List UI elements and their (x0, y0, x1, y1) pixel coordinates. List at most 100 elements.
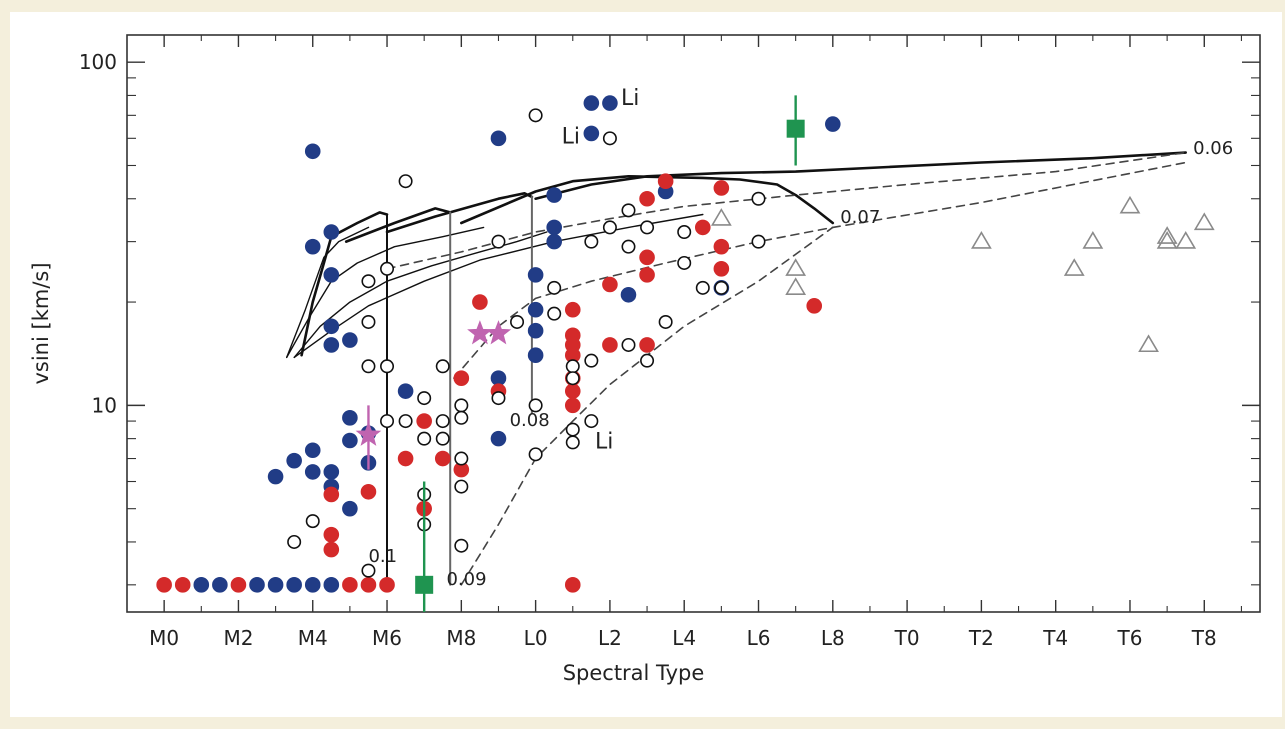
open-circle-data-point (454, 451, 469, 466)
blue-data-point (342, 432, 358, 449)
open-circle-data-point (714, 280, 729, 295)
open-circle-data-point (361, 359, 376, 374)
x-tick-label: L8 (821, 626, 845, 650)
open-circle-data-point (417, 391, 432, 406)
red-data-point (639, 249, 655, 266)
magenta-star-data-point (485, 320, 512, 345)
red-data-point (323, 486, 340, 503)
blue-data-point (490, 130, 507, 147)
blue-data-point (527, 301, 544, 318)
x-axis-label: Spectral Type (563, 661, 705, 685)
blue-data-point (602, 95, 618, 111)
red-data-point (639, 267, 655, 283)
blue-data-point (267, 468, 284, 485)
triangle-data-point (1156, 231, 1178, 249)
spectral-type-vsini-chart: M0 M2 M4 M6 M8 L0 L2 L4 L6 L8 T0 T2 T4 T6 T8 10 100 Spect… (29, 34, 1261, 685)
triangle-data-point (1193, 212, 1215, 231)
evolutionary-tracks (286, 151, 1187, 586)
blue-data-point (490, 430, 507, 447)
open-circle-data-point (621, 337, 636, 352)
triangle-data-point (1063, 258, 1085, 276)
blue-data-point (323, 337, 340, 353)
x-tick-label: M4 (298, 626, 328, 650)
open-circle-data-point (584, 414, 599, 429)
open-circle-data-point (491, 234, 506, 249)
open-circle-data-point (398, 174, 413, 189)
open-circle-data-point (621, 239, 636, 254)
x-tick-label: M2 (223, 626, 253, 650)
red-data-point (342, 577, 358, 593)
red-data-point (156, 577, 172, 593)
red-data-point (174, 577, 191, 593)
open-circle-data-point (695, 280, 710, 295)
open-circle-data-point (751, 234, 766, 249)
open-circle-data-point (435, 414, 450, 429)
figure-panel: M0 M2 M4 M6 M8 L0 L2 L4 L6 L8 T0 T2 T4 T6 T8 10 100 Spect… (10, 12, 1282, 717)
red-data-point (713, 180, 730, 196)
red-data-point (416, 413, 432, 429)
x-tick-label: M6 (372, 626, 402, 650)
track-envelope (460, 175, 835, 225)
isochrone (386, 151, 1187, 270)
blue-data-point (342, 500, 358, 517)
x-tick-label: T6 (1117, 626, 1143, 650)
red-data-point (564, 301, 581, 318)
open-circle-data-point (380, 359, 395, 374)
magenta-star-data-point (467, 320, 493, 345)
plot-frame (126, 34, 1261, 613)
blue-data-point (286, 577, 302, 593)
blue-data-point (546, 219, 562, 236)
open-circle-data-point (528, 447, 543, 462)
open-circle-data-point (454, 410, 469, 425)
x-tick-label: M8 (446, 626, 476, 650)
open-circle-data-point (305, 514, 320, 529)
blue-data-point (490, 370, 507, 386)
annotation-label: Li (562, 124, 580, 149)
triangle-data-point (1156, 226, 1178, 244)
x-tick-label: T2 (968, 626, 994, 650)
open-circle-data-point (435, 359, 450, 374)
y-tick-label: 10 (92, 393, 117, 417)
red-data-point (694, 219, 711, 236)
red-data-point (713, 261, 730, 277)
open-circle-data-point (361, 563, 376, 578)
blue-data-point (527, 267, 544, 283)
magenta-star-data-point (355, 421, 382, 446)
red-data-point (379, 577, 395, 593)
red-data-point (564, 397, 581, 414)
open-circle-data-point (547, 306, 562, 321)
red-data-point (564, 383, 581, 399)
open-circle-data-point (380, 414, 395, 429)
blue-data-point (342, 410, 358, 426)
annotation-label: Li (621, 86, 639, 111)
y-tick-label: 100 (79, 50, 117, 74)
open-circle-data-point (584, 234, 599, 249)
blue-data-point (825, 116, 841, 132)
track-envelope (534, 151, 1187, 200)
red-data-point (453, 370, 470, 386)
green-square-data-point (786, 119, 805, 138)
x-tick-label: L2 (598, 626, 622, 650)
open-circle-data-point (398, 414, 413, 429)
blue-data-point (323, 267, 340, 283)
open-circle-data-point (621, 203, 636, 218)
blue-data-point (323, 224, 340, 240)
annotation-label: 0.07 (840, 207, 880, 228)
annotation-label: 0.08 (510, 410, 550, 431)
open-circle-data-point (565, 435, 580, 450)
open-circle-data-point (287, 534, 302, 549)
triangle-data-point (785, 258, 807, 276)
red-data-point (657, 173, 674, 189)
open-circle-data-point (528, 108, 543, 123)
open-circle-data-point (528, 398, 543, 413)
x-tick-label: L6 (747, 626, 771, 650)
red-data-point (360, 483, 377, 500)
red-data-point (639, 190, 655, 207)
open-circle-data-point (435, 431, 450, 446)
blue-data-point (323, 318, 340, 335)
blue-data-point (583, 125, 600, 142)
open-circle-data-point (565, 359, 580, 374)
open-circle-data-point (751, 191, 766, 206)
open-circle-data-point (677, 225, 692, 240)
open-circle-data-point (602, 131, 617, 146)
